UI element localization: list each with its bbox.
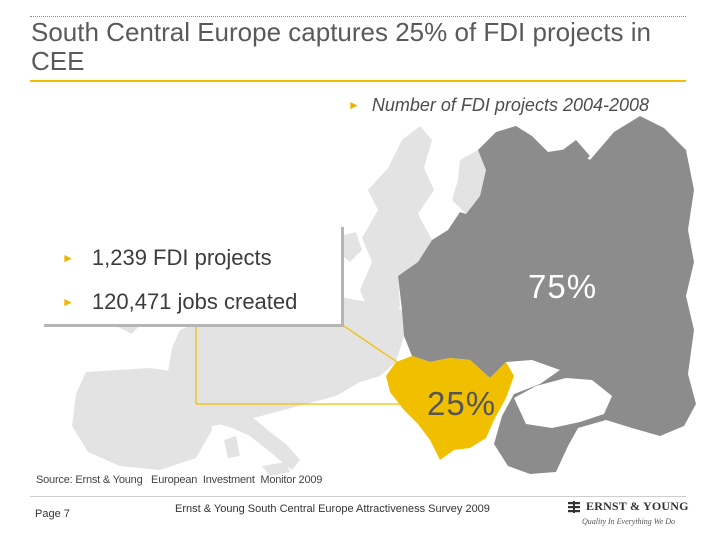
map-legend: ► Number of FDI projects 2004-2008 [348, 95, 649, 116]
page-number: Page 7 [35, 508, 70, 520]
cee-rest-region [398, 116, 696, 474]
sce-share-label: 25% [427, 385, 497, 422]
footer-text: Ernst & Young South Central Europe Attra… [175, 503, 490, 515]
stat-text: 120,471 jobs created [91, 289, 298, 314]
slide-title: South Central Europe captures 25% of FDI… [31, 17, 651, 76]
black-sea [514, 378, 612, 428]
bullet-icon: ► [62, 295, 74, 309]
ernst-young-logo: ERNST & YOUNG Quality In Everything We D… [568, 499, 688, 533]
title-underline [30, 80, 686, 82]
top-rule [30, 16, 686, 17]
logo-name: ERNST & YOUNG [586, 499, 689, 513]
legend-bullet-icon: ► [348, 98, 360, 112]
source-note: Source: Ernst & Young European Investmen… [36, 474, 323, 486]
stat-item: ► 1,239 FDI projects [62, 245, 272, 271]
stat-text: 1,239 FDI projects [91, 245, 272, 270]
stat-item: ► 120,471 jobs created [62, 289, 297, 315]
footer-rule [30, 496, 686, 497]
south-central-europe-region [386, 356, 514, 460]
callout-connector [195, 323, 418, 405]
cee-share-label: 75% [528, 268, 598, 305]
logo-mark-icon [568, 501, 580, 513]
bullet-icon: ► [62, 251, 74, 265]
legend-label: Number of FDI projects 2004-2008 [371, 95, 650, 115]
logo-tagline: Quality In Everything We Do [582, 517, 676, 526]
stats-callout-box: ► 1,239 FDI projects ► 120,471 jobs create… [41, 224, 341, 324]
